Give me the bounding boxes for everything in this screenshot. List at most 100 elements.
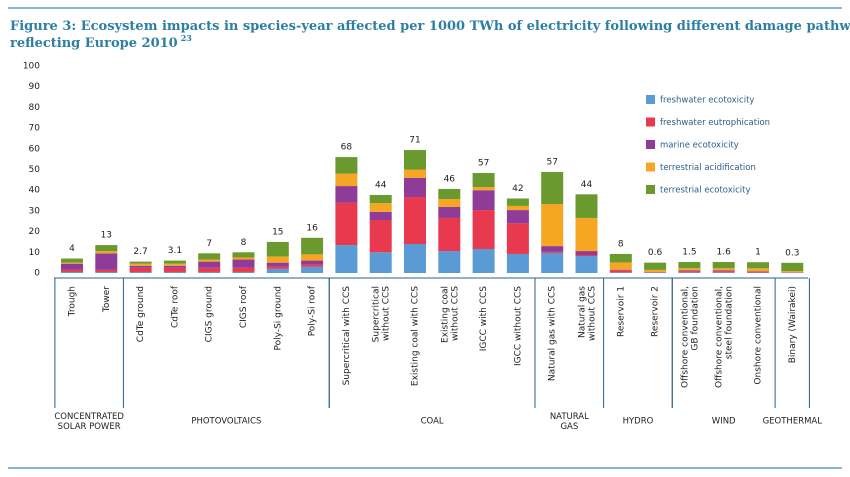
legend-label: terrestrial acidification — [660, 163, 756, 173]
bar-segment — [575, 217, 598, 252]
total-label: 1.5 — [682, 248, 696, 258]
bar-segment — [335, 202, 358, 246]
bar-segment — [301, 264, 324, 267]
group-label: NATURAL GAS — [550, 412, 589, 432]
legend-label: freshwater eutrophication — [660, 118, 770, 128]
bar-segment — [369, 194, 392, 204]
bar-segment — [541, 251, 564, 253]
bar-segment — [644, 269, 667, 272]
bar-segment — [506, 210, 529, 224]
y-tick-label: 60 — [29, 144, 41, 154]
total-label: 1 — [755, 248, 761, 258]
bar-segment — [232, 252, 255, 258]
bar-segment — [404, 244, 426, 273]
bar-segment — [438, 217, 461, 252]
bar-segment — [301, 237, 324, 255]
legend-label: freshwater ecotoxicity — [660, 96, 754, 106]
bar-segment — [404, 169, 426, 178]
bar-segment — [301, 254, 324, 261]
bar-segment — [506, 223, 529, 254]
bar-segment — [438, 199, 461, 207]
bar-segment — [266, 241, 289, 257]
bar-segment — [369, 220, 392, 253]
bar-segment — [61, 263, 83, 270]
group-label: COAL — [421, 417, 444, 427]
total-label: 68 — [341, 143, 353, 153]
bar-segment — [232, 271, 255, 273]
total-label: 44 — [375, 180, 387, 190]
bar-segment — [678, 262, 701, 269]
bar-segment — [575, 251, 598, 255]
x-tick-label: Existing coal with CCS — [411, 286, 421, 386]
x-tick-label: Tower — [102, 286, 112, 313]
bar-segment — [541, 246, 564, 252]
bar-segment — [747, 271, 769, 273]
bar-segment — [678, 268, 701, 271]
y-tick-label: 0 — [34, 269, 40, 279]
y-tick-label: 40 — [29, 186, 41, 196]
bar-segment — [472, 210, 495, 249]
bar-segment — [506, 205, 529, 211]
total-label: 15 — [272, 227, 283, 237]
x-tick-label: Existing coalwithout CCS — [440, 286, 460, 343]
total-label: 2.7 — [133, 247, 147, 257]
bar-segment — [678, 272, 701, 273]
bar-segment — [438, 188, 461, 200]
bar-segment — [129, 261, 152, 264]
bar-segment — [609, 269, 632, 271]
bar-segment — [301, 266, 324, 273]
bar-segment — [95, 271, 118, 273]
bar-segment — [163, 263, 186, 266]
bar-segment — [369, 252, 392, 273]
x-tick-label: Reservoir 1 — [616, 286, 626, 337]
y-tick-label: 100 — [23, 62, 40, 72]
bar-segment — [129, 271, 152, 273]
bar-segment — [335, 245, 358, 273]
legend-swatch — [646, 162, 655, 172]
bar-segment — [747, 262, 769, 269]
bar-segment — [163, 265, 186, 268]
bar-segment — [575, 254, 598, 257]
x-tick-label: Offshore conventional,GB foundation — [680, 286, 700, 388]
x-tick-label: Offshore conventional,steel foundation — [714, 286, 734, 388]
legend-swatch — [646, 185, 655, 194]
bar-segment — [95, 251, 118, 254]
bar-segment — [541, 204, 564, 247]
bar-segment — [61, 271, 83, 273]
bar-segment — [266, 256, 289, 263]
bar-segment — [438, 251, 461, 273]
bar-segment — [369, 211, 392, 221]
x-tick-label: IGCC with CCS — [479, 286, 489, 352]
bar-segment — [301, 260, 324, 265]
group-label: PHOTOVOLTAICS — [191, 417, 261, 427]
legend-label: marine ecotoxicity — [660, 141, 739, 151]
bar-segment — [404, 197, 426, 245]
bar-segment — [198, 259, 221, 262]
bar-segment — [266, 262, 289, 267]
bar-segment — [747, 268, 769, 272]
bar-segment — [163, 260, 186, 264]
y-tick-label: 70 — [29, 124, 41, 134]
bar-segment — [404, 177, 426, 198]
x-tick-label: CdTe roof — [170, 285, 180, 328]
x-tick-label: Trough — [68, 286, 78, 317]
total-label: 16 — [306, 223, 318, 233]
legend-swatch — [646, 95, 655, 104]
bar-segment — [712, 271, 735, 273]
bar-segment — [747, 271, 769, 272]
bar-segment — [609, 262, 632, 270]
bar-segment — [781, 262, 804, 272]
total-label: 44 — [581, 180, 593, 190]
x-tick-label: Supercritical with CCS — [342, 286, 352, 386]
bar-segment — [712, 270, 735, 272]
y-tick-label: 90 — [29, 82, 41, 92]
x-tick-label: Natural gas with CCS — [548, 286, 558, 381]
total-label: 13 — [101, 231, 112, 241]
bar-segment — [61, 269, 83, 272]
total-label: 71 — [409, 136, 420, 146]
bar-segment — [266, 266, 289, 269]
group-label: GEOTHERMAL — [763, 417, 823, 427]
x-tick-label: Poly-Si roof — [308, 285, 318, 336]
y-tick-label: 20 — [29, 227, 41, 237]
